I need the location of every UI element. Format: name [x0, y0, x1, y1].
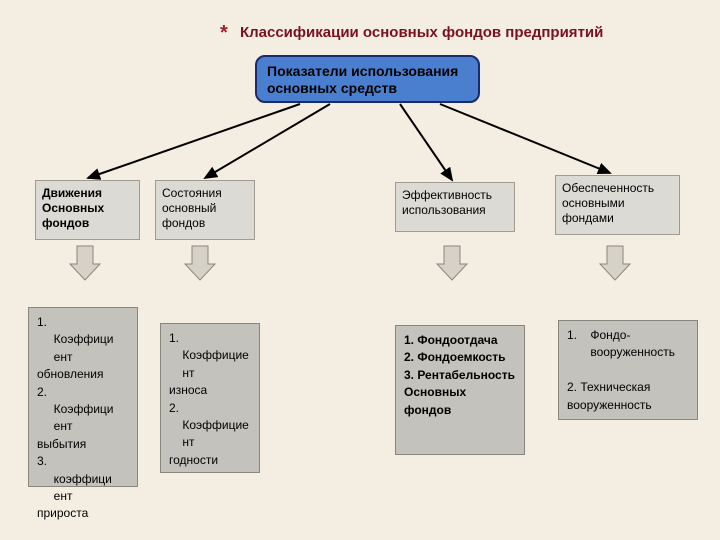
category-1-label: Движения Основных фондов	[42, 186, 104, 230]
detail-2: 1. Коэффицие нт износа 2. Коэффицие нт г…	[160, 323, 260, 473]
category-4: Обеспеченность основными фондами	[555, 175, 680, 235]
root-label: Показатели использования основных средст…	[267, 63, 458, 96]
page-title: * Классификации основных фондов предприя…	[220, 20, 700, 43]
category-2-label: Состояния основный фондов	[162, 186, 222, 230]
down-arrow-2	[185, 246, 215, 280]
category-3: Эффективность использования	[395, 182, 515, 232]
category-2: Состояния основный фондов	[155, 180, 255, 240]
detail-1-text: 1. Коэффици ент обновления 2. Коэффици е…	[37, 315, 113, 520]
detail-4: 1. Фондо- вооруженность 2. Техническая в…	[558, 320, 698, 420]
bullet-star: *	[220, 22, 228, 44]
category-3-label: Эффективность использования	[402, 188, 492, 217]
title-text: Классификации основных фондов предприяти…	[240, 24, 603, 41]
down-arrow-3	[437, 246, 467, 280]
detail-4-text: 1. Фондо- вооруженность 2. Техническая в…	[567, 328, 675, 412]
detail-1: 1. Коэффици ент обновления 2. Коэффици е…	[28, 307, 138, 487]
detail-2-text: 1. Коэффицие нт износа 2. Коэффицие нт г…	[169, 331, 249, 467]
down-arrow-4	[600, 246, 630, 280]
category-1: Движения Основных фондов	[35, 180, 140, 240]
detail-3: 1. Фондоотдача 2. Фондоемкость 3. Рентаб…	[395, 325, 525, 455]
root-node: Показатели использования основных средст…	[255, 55, 480, 103]
category-4-label: Обеспеченность основными фондами	[562, 181, 654, 225]
down-arrow-1	[70, 246, 100, 280]
detail-3-text: 1. Фондоотдача 2. Фондоемкость 3. Рентаб…	[404, 333, 515, 417]
